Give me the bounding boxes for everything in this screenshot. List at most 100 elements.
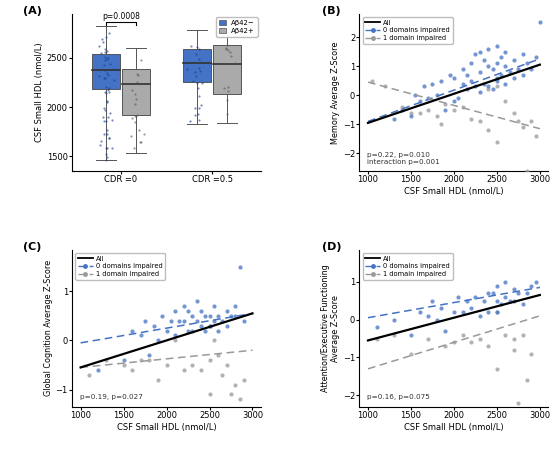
Point: [100, 61, 109, 68]
Point: [222, 111, 231, 118]
Point: [488, 65, 497, 73]
Point: [197, 366, 206, 373]
Point: [183, 65, 192, 72]
Point: [518, 331, 527, 339]
Bar: [92, 54, 120, 90]
Point: [194, 45, 203, 53]
Point: [493, 77, 501, 85]
Point: [497, 301, 506, 308]
Point: [510, 297, 519, 304]
Point: [101, 117, 110, 124]
Point: [222, 361, 231, 369]
Point: [105, 134, 114, 142]
Point: [223, 47, 232, 54]
Point: [101, 34, 110, 41]
Point: [188, 312, 197, 319]
Point: [235, 263, 244, 271]
Point: [398, 103, 407, 111]
Point: [527, 282, 536, 289]
Point: [484, 63, 493, 70]
Point: [518, 301, 527, 308]
Point: [104, 113, 112, 120]
Point: [231, 381, 240, 388]
Point: [183, 327, 192, 334]
Point: [535, 19, 544, 26]
Point: [428, 80, 437, 87]
Point: [102, 145, 111, 152]
Point: [449, 97, 458, 105]
Point: [103, 98, 112, 106]
Point: [192, 298, 201, 305]
Point: [437, 77, 445, 85]
Point: [171, 307, 179, 314]
Point: [171, 332, 179, 339]
Point: [102, 144, 111, 151]
Point: [109, 65, 118, 72]
Point: [95, 42, 104, 49]
Point: [197, 79, 206, 86]
Point: [522, 59, 531, 67]
Point: [105, 60, 114, 67]
Point: [449, 339, 458, 346]
Point: [531, 133, 540, 140]
Point: [104, 55, 112, 62]
Point: [463, 297, 471, 304]
Point: [227, 53, 236, 60]
Point: [140, 131, 148, 138]
Text: p=0.16, p=0.075: p=0.16, p=0.075: [367, 394, 430, 400]
Point: [130, 144, 138, 152]
Point: [133, 111, 142, 118]
Point: [135, 127, 144, 134]
Point: [445, 71, 454, 79]
Point: [493, 138, 501, 145]
Point: [100, 53, 109, 61]
Point: [407, 350, 416, 357]
X-axis label: CSF Small HDL (nmol/L): CSF Small HDL (nmol/L): [404, 187, 504, 196]
Point: [510, 286, 519, 293]
Point: [235, 396, 244, 403]
Point: [197, 101, 206, 109]
Point: [222, 46, 230, 53]
Point: [454, 293, 463, 301]
Point: [141, 317, 150, 324]
Point: [484, 86, 493, 93]
Point: [424, 106, 433, 113]
Point: [188, 361, 197, 369]
Point: [192, 51, 201, 58]
Point: [183, 307, 192, 314]
X-axis label: CSF Small HDL (nmol/L): CSF Small HDL (nmol/L): [404, 423, 504, 432]
Point: [101, 48, 110, 55]
Point: [480, 57, 489, 64]
Point: [102, 97, 111, 105]
Point: [501, 278, 510, 285]
Point: [214, 327, 223, 334]
Point: [205, 312, 214, 319]
Point: [497, 71, 506, 79]
Point: [136, 57, 145, 64]
Point: [458, 308, 467, 316]
Point: [188, 327, 197, 334]
Point: [480, 80, 489, 87]
Point: [222, 96, 231, 103]
Point: [166, 317, 175, 324]
Point: [531, 278, 540, 285]
Point: [458, 65, 467, 73]
Point: [101, 150, 110, 158]
Point: [102, 127, 111, 134]
Point: [219, 85, 228, 92]
Point: [105, 29, 114, 37]
Point: [100, 88, 109, 96]
X-axis label: CSF Small HDL (nmol/L): CSF Small HDL (nmol/L): [117, 423, 217, 432]
Point: [493, 297, 501, 304]
Point: [231, 303, 240, 310]
Point: [432, 91, 441, 99]
Point: [162, 327, 171, 334]
Point: [381, 83, 389, 90]
Point: [85, 371, 94, 378]
Point: [372, 335, 381, 342]
Point: [239, 317, 248, 324]
Point: [132, 79, 141, 86]
Point: [505, 297, 514, 304]
Point: [466, 304, 475, 312]
Point: [205, 322, 214, 329]
